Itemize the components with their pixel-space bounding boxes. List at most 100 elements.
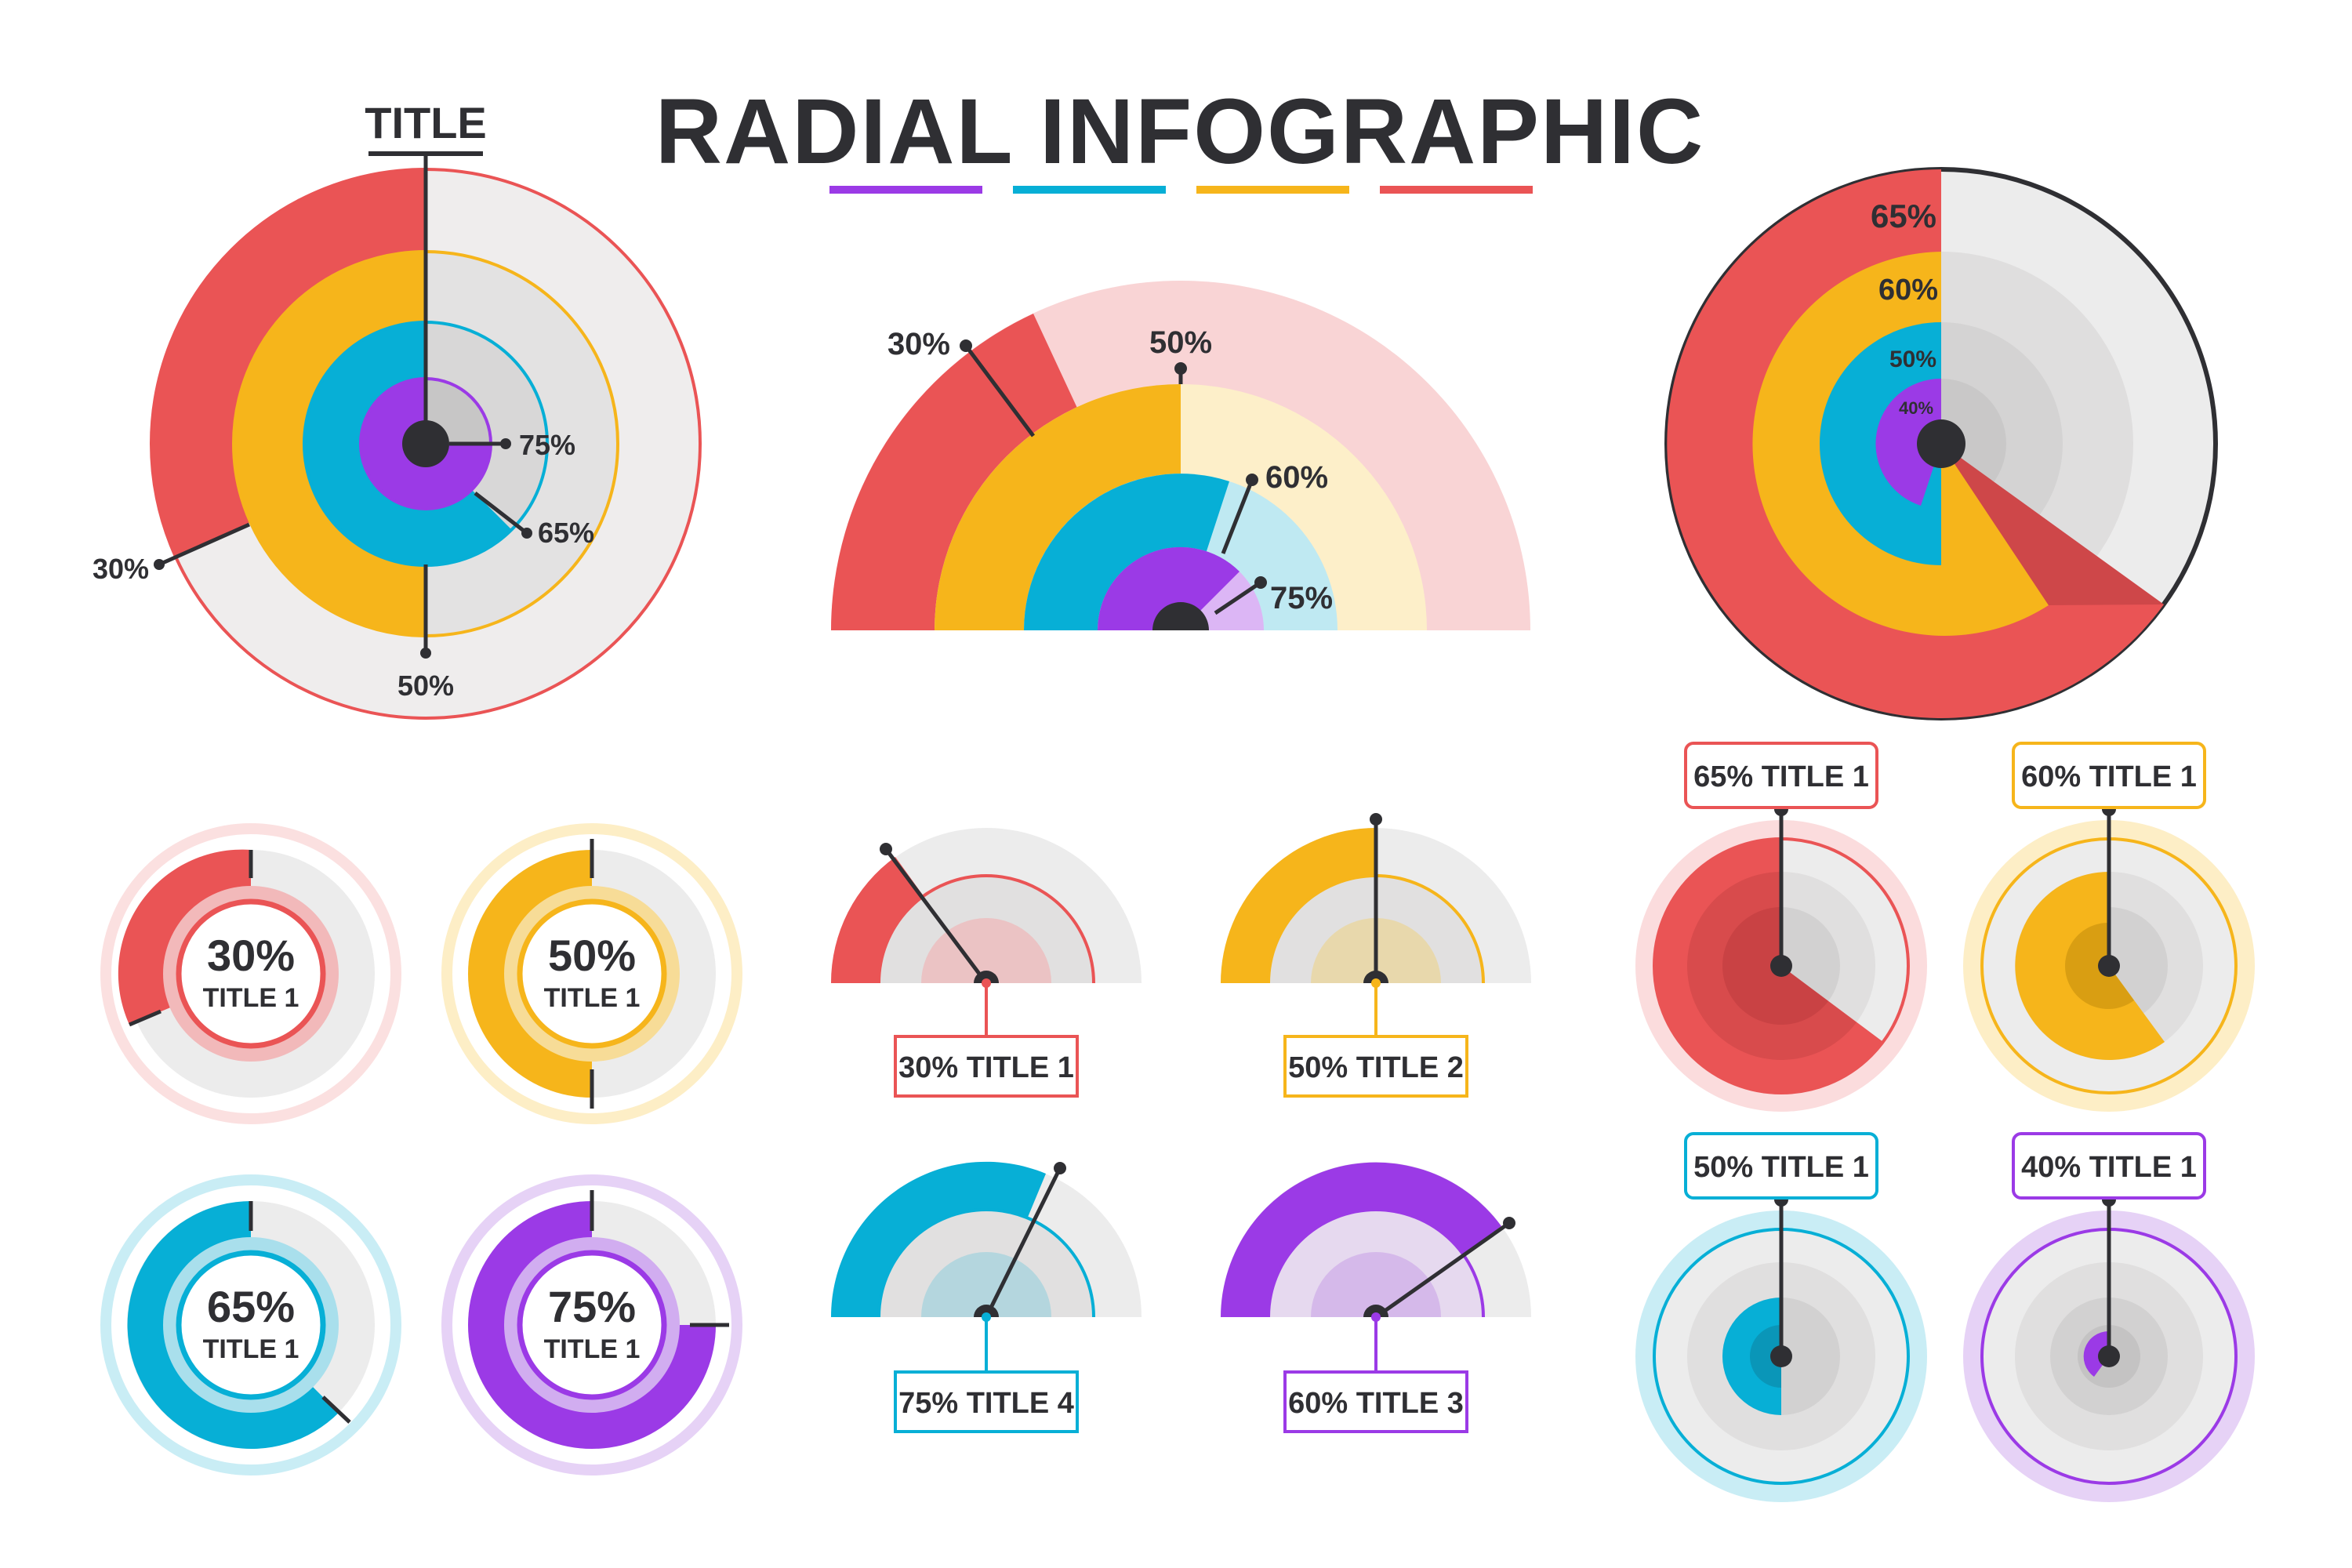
center-label-red: 30% [887, 327, 950, 361]
gauge3-arc-outline [877, 1208, 1095, 1318]
donut2-value: 50% [548, 931, 636, 980]
gauge3-needle-tip [1054, 1162, 1066, 1174]
gauge1-hub [974, 971, 999, 983]
gauge3-needle [984, 1167, 1062, 1319]
donut1-value: 30% [207, 931, 295, 980]
right-radial-chart: 65% 60% 50% 40% [1664, 167, 2218, 720]
gauge4-needle [1374, 1221, 1511, 1319]
dial1-hub [1770, 955, 1792, 977]
gauge2-label-box [1283, 1035, 1468, 1098]
donut2-title: TITLE 1 [544, 983, 641, 1013]
donut3-title: TITLE 1 [203, 1334, 299, 1364]
left-pointer-red [158, 522, 251, 567]
donut3-value: 65% [207, 1282, 295, 1331]
gauge3-label: 75% TITLE 4 [898, 1387, 1074, 1420]
right-label-yellow: 60% [1878, 274, 1938, 307]
center-hub [1152, 602, 1209, 630]
donut3-tick-end [321, 1396, 351, 1424]
semi-gauge-3: 75% TITLE 4 [831, 1161, 1142, 1433]
center-pointer-red [964, 344, 1036, 437]
gauge1-inner [921, 918, 1051, 983]
dial1-label: 65% TITLE 1 [1693, 760, 1869, 793]
center-label-purple: 75% [1270, 581, 1333, 615]
left-label-yellow: 50% [397, 670, 454, 702]
dial2-label: 60% TITLE 1 [2021, 760, 2197, 793]
donut3-center [176, 1250, 326, 1400]
dial-4: 40% TITLE 1 [1963, 1132, 2255, 1502]
center-pointer-blue [1221, 479, 1254, 554]
right-label-purple: 40% [1899, 398, 1933, 418]
dial-3: 50% TITLE 1 [1635, 1132, 1927, 1502]
donut4-value: 75% [548, 1282, 636, 1331]
main-title-group: RADIAL INFOGRAPHIC [655, 80, 1704, 194]
center-pointer-purple-dot [1254, 576, 1267, 589]
donut4-title: TITLE 1 [544, 1334, 641, 1364]
gauge1-label-box [894, 1035, 1079, 1098]
left-radial-chart: TITLE 30% 50% 65% 75% [93, 98, 702, 720]
dial4-label-box [2012, 1132, 2206, 1200]
gauge4-label-box [1283, 1370, 1468, 1433]
gauge2-label: 50% TITLE 2 [1288, 1051, 1464, 1084]
donut1-center [176, 898, 326, 1049]
left-pointer-red-dot [154, 559, 165, 570]
gauge3-hub [974, 1305, 999, 1317]
main-title: RADIAL INFOGRAPHIC [655, 80, 1704, 183]
semi-gauge-4: 60% TITLE 3 [1221, 1162, 1531, 1433]
dial4-segment [2083, 1330, 2109, 1377]
center-pointer-yellow-dot [1174, 362, 1187, 375]
right-shadow-wedge [1941, 444, 2164, 605]
center-radial-chart: 30% 50% 60% 75% [831, 281, 1530, 630]
center-pointer-purple [1214, 580, 1262, 615]
donut2-halo [441, 823, 742, 1124]
left-label-purple: 75% [519, 429, 575, 461]
dial3-label: 50% TITLE 1 [1693, 1151, 1869, 1184]
dial3-label-box [1684, 1132, 1878, 1200]
left-title-label: TITLE [365, 98, 487, 147]
gauge4-hub [1363, 1305, 1388, 1317]
left-pointer-yellow-dot [420, 648, 431, 659]
donut1-halo [100, 823, 401, 1124]
gauge2-hub [1363, 971, 1388, 983]
small-donut-4: 75% TITLE 1 [441, 1174, 742, 1475]
dial2-hub [2098, 955, 2120, 977]
center-label-blue: 60% [1265, 460, 1328, 495]
left-label-red: 30% [93, 553, 149, 585]
title-underline-blue [1013, 186, 1166, 194]
title-underline-red [1380, 186, 1533, 194]
title-underline-yellow [1196, 186, 1349, 194]
center-pointer-blue-dot [1246, 474, 1258, 486]
donut3-halo [100, 1174, 401, 1475]
semi-gauge-1: 30% TITLE 1 [830, 828, 1142, 1098]
gauge4-arc-outline [1267, 1208, 1485, 1318]
dial1-label-box [1684, 742, 1878, 809]
small-donut-2: 50% TITLE 1 [441, 823, 742, 1124]
donut4-center [517, 1250, 667, 1400]
donut2-center [517, 898, 667, 1049]
gauge1-needle-tip [880, 843, 892, 855]
dial4-hub [2098, 1345, 2120, 1367]
dial-1: 65% TITLE 1 [1635, 742, 1927, 1112]
left-label-blue: 65% [538, 517, 594, 549]
dial-2: 60% TITLE 1 [1963, 742, 2255, 1112]
center-segment-purple [1098, 546, 1240, 630]
donut1-title: TITLE 1 [203, 983, 299, 1013]
gauge1-needle [884, 848, 989, 985]
small-donut-3: 65% TITLE 1 [100, 1174, 401, 1475]
right-segment-purple [1875, 378, 1941, 506]
dial3-hub [1770, 1345, 1792, 1367]
semi-gauge-2: 50% TITLE 2 [1221, 813, 1531, 1098]
gauge4-needle-tip [1503, 1217, 1515, 1229]
gauge4-label: 60% TITLE 3 [1288, 1387, 1464, 1420]
left-pointer-blue [474, 492, 528, 535]
donut1-tick-end [129, 1009, 162, 1027]
gauge3-inner [921, 1252, 1051, 1317]
dial3-segment-inner [1750, 1325, 1781, 1388]
center-pointer-red-dot [960, 339, 972, 352]
dial4-label: 40% TITLE 1 [2021, 1151, 2197, 1184]
small-donut-1: 30% TITLE 1 [100, 823, 401, 1124]
right-hub [1917, 419, 1965, 468]
center-label-yellow: 50% [1149, 325, 1212, 360]
title-underline-purple [829, 186, 982, 194]
